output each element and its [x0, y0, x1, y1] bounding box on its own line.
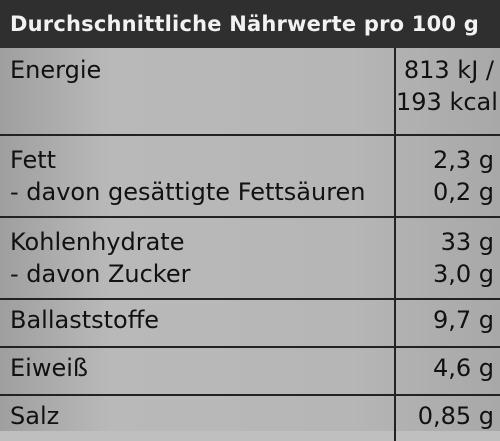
nutrient-value: 2,3 g: [432, 146, 494, 174]
nutrition-table-header: Durchschnittliche Nährwerte pro 100 g: [0, 0, 500, 48]
nutrient-value: 4,6 g: [432, 354, 494, 382]
nutrient-value: 0,2 g: [432, 178, 494, 206]
nutrient-label: Salz: [10, 402, 60, 430]
nutrient-name-cell: Salz: [0, 394, 396, 441]
nutrient-label: Energie: [10, 56, 102, 84]
nutrient-label: Fett: [10, 146, 57, 174]
nutrient-value-cell: 33 g 3,0 g: [394, 216, 500, 300]
table-row: Eiweiß 4,6 g: [0, 346, 500, 396]
nutrient-name-cell: Eiweiß: [0, 346, 396, 396]
nutrient-name-cell: Kohlenhydrate - davon Zucker: [0, 216, 396, 300]
header-title: Durchschnittliche Nährwerte pro 100 g: [10, 12, 479, 36]
nutrient-name-cell: Fett - davon gesättigte Fettsäuren: [0, 134, 396, 218]
table-row: Energie 813 kJ / 193 kcal: [0, 48, 500, 136]
nutrient-value-cell: 2,3 g 0,2 g: [394, 134, 500, 218]
nutrient-label: Ballaststoffe: [10, 306, 160, 334]
nutrient-name-cell: Ballaststoffe: [0, 298, 396, 348]
nutrient-value: 9,7 g: [432, 306, 494, 334]
nutrient-name-cell: Energie: [0, 48, 396, 136]
nutrient-value: 813 kJ /: [403, 56, 494, 84]
nutrient-label: Eiweiß: [10, 354, 89, 382]
table-row: Fett - davon gesättigte Fettsäuren 2,3 g…: [0, 134, 500, 218]
nutrient-value-cell: 9,7 g: [394, 298, 500, 348]
nutrient-sub-label: - davon gesättigte Fettsäuren: [10, 178, 366, 206]
table-row: Ballaststoffe 9,7 g: [0, 298, 500, 348]
nutrient-value-cell: 0,85 g: [394, 394, 500, 441]
nutrient-value: 33 g: [440, 228, 494, 256]
nutrient-value: 0,85 g: [417, 402, 494, 430]
nutrient-value-cell: 4,6 g: [394, 346, 500, 396]
nutrition-table: Energie 813 kJ / 193 kcal Fett - davon g…: [0, 48, 500, 441]
nutrient-label: Kohlenhydrate: [10, 228, 185, 256]
nutrient-value: 193 kcal: [396, 88, 498, 116]
nutrient-sub-label: - davon Zucker: [10, 260, 191, 288]
table-row: Kohlenhydrate - davon Zucker 33 g 3,0 g: [0, 216, 500, 300]
nutrient-value-cell: 813 kJ / 193 kcal: [394, 48, 500, 136]
table-row: Salz 0,85 g: [0, 394, 500, 441]
nutrient-value: 3,0 g: [432, 260, 494, 288]
